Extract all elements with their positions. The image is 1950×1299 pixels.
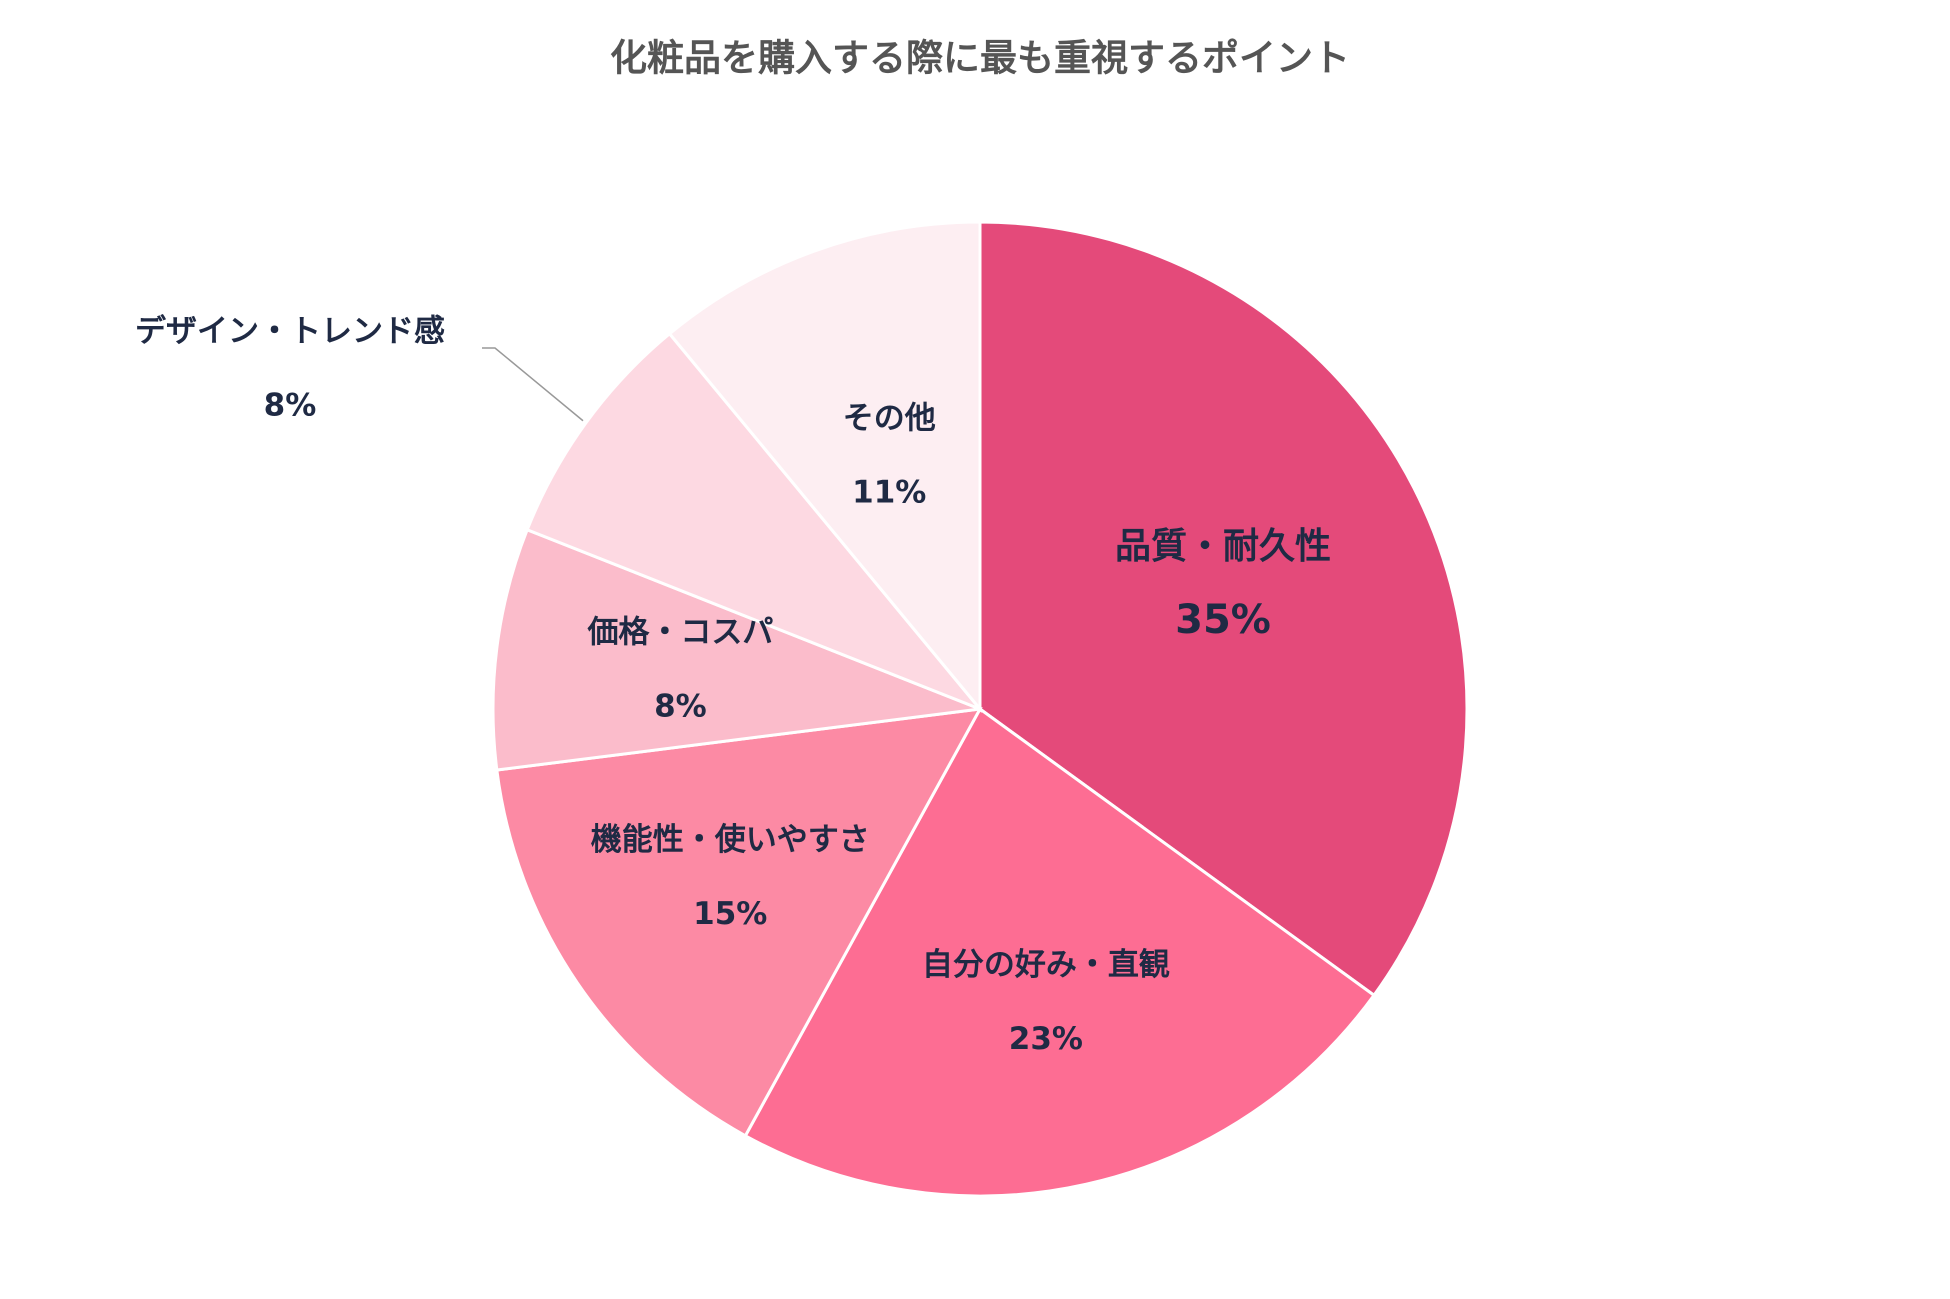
slice-label: 機能性・使いやすさ	[591, 822, 870, 858]
chart-title: 化粧品を購入する際に最も重視するポイント	[610, 37, 1350, 80]
leader-line	[482, 347, 584, 422]
slice-label: 価格・コスパ	[586, 615, 773, 651]
value-label: 15%	[693, 896, 767, 932]
slice-label: 自分の好み・直観	[922, 947, 1170, 983]
slice-label: デザイン・トレンド感	[135, 314, 445, 350]
pie-slice	[495, 707, 983, 1138]
value-label: 23%	[1009, 1021, 1083, 1057]
slice-label: 品質・耐久性	[1115, 526, 1331, 567]
pie-slice	[743, 706, 1377, 1198]
value-label: 11%	[852, 474, 926, 510]
pie-slice	[491, 527, 981, 772]
value-label: 8%	[654, 689, 707, 725]
value-label: 35%	[1175, 597, 1271, 643]
value-label: 8%	[264, 388, 317, 424]
pie-slice	[525, 331, 982, 711]
pie-slice	[978, 220, 1469, 998]
slice-label: その他	[843, 400, 936, 436]
pie-slice	[667, 220, 982, 714]
